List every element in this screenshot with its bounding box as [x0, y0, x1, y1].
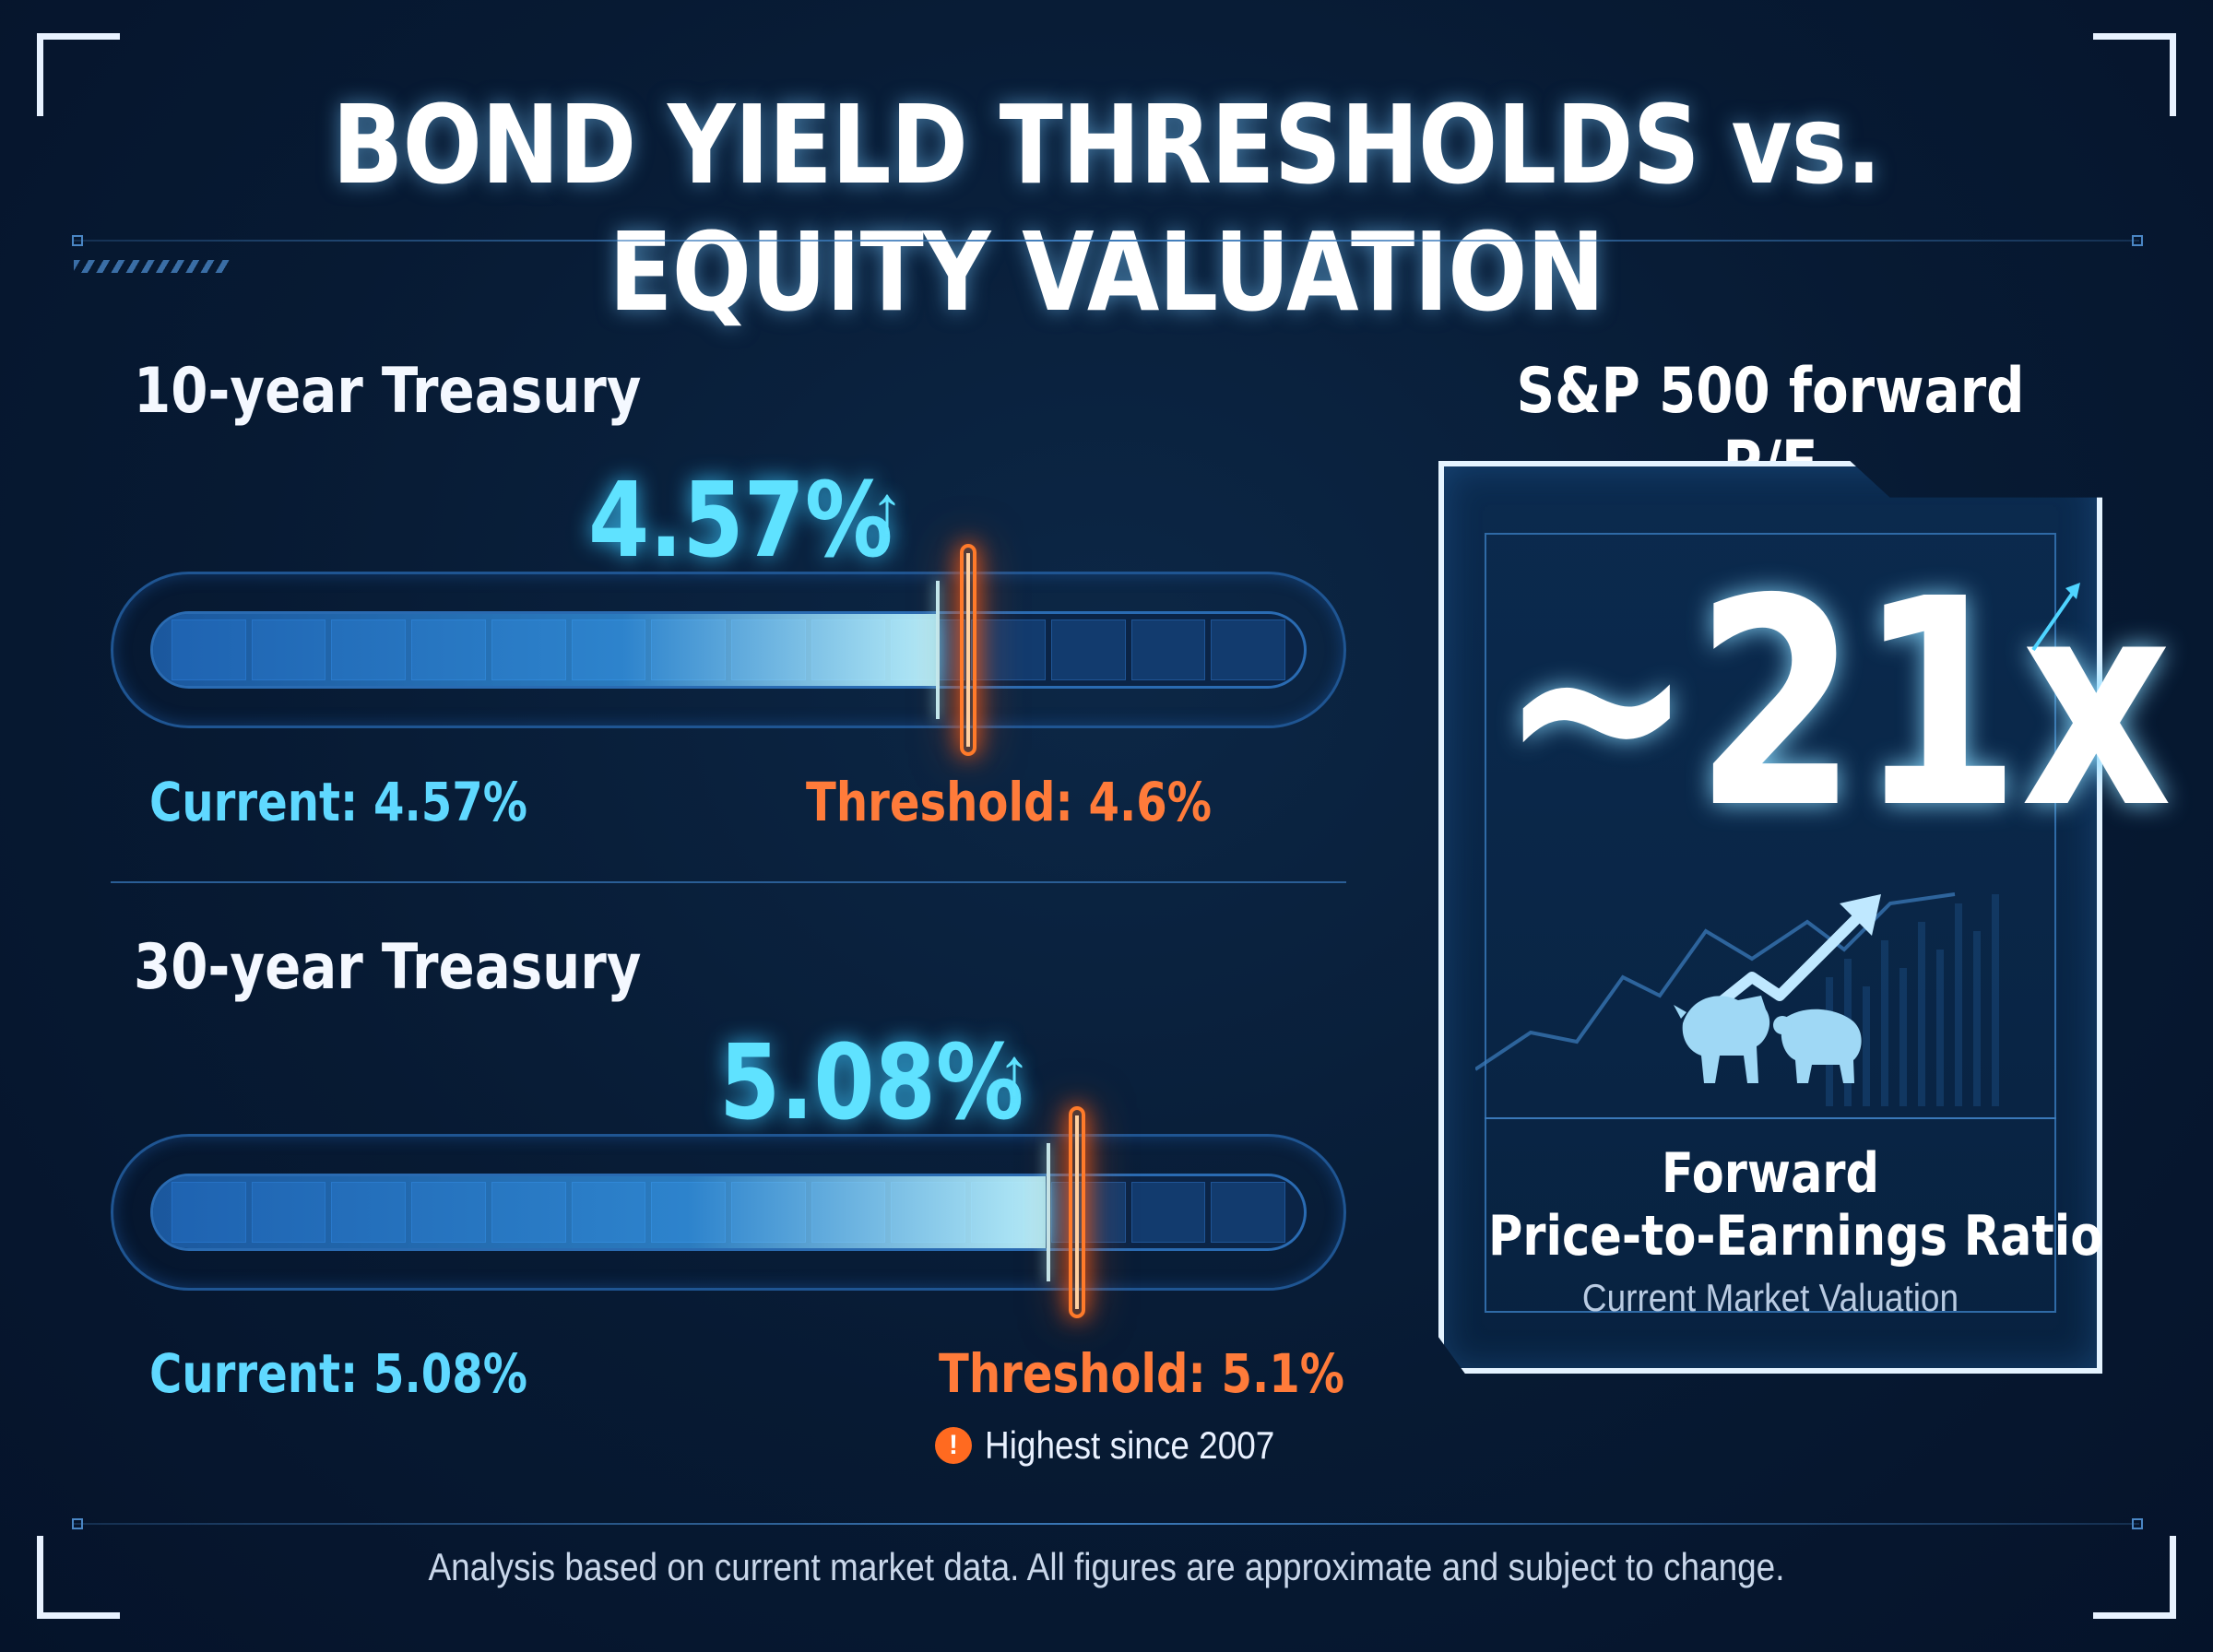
- highest-since-note: ! Highest since 2007: [935, 1423, 1314, 1468]
- thirty-year-threshold-label: Threshold: 5.1%: [939, 1342, 1344, 1405]
- ten-year-threshold-label: Threshold: 4.6%: [806, 771, 1212, 833]
- thirty-year-label: 30-year Treasury: [134, 931, 642, 1004]
- ten-year-threshold-marker: [959, 544, 976, 756]
- divider-end-marker: [2132, 1518, 2143, 1529]
- thirty-year-threshold-marker: [1069, 1106, 1086, 1318]
- frame-corner-top-left: [37, 33, 120, 116]
- thirty-year-up-arrow-icon: ↑: [998, 1035, 1031, 1109]
- pe-value: ~21x: [1497, 538, 2172, 871]
- upward-trend-arrow-icon: [2031, 583, 2080, 652]
- frame-corner-top-right: [2093, 33, 2176, 116]
- divider-end-marker: [72, 235, 83, 246]
- ten-year-up-arrow-icon: ↑: [870, 473, 904, 547]
- divider-end-marker: [2132, 235, 2143, 246]
- warning-icon: !: [935, 1427, 972, 1464]
- pe-title-line1: Forward: [1661, 1141, 1880, 1206]
- footer-divider: [74, 1523, 2139, 1525]
- ten-year-gauge-fill: [153, 614, 936, 686]
- decorative-hatch: [74, 260, 231, 273]
- pe-subtitle: Current Market Valuation: [1581, 1276, 1959, 1319]
- thirty-year-gauge: [111, 1134, 1346, 1291]
- ten-year-value: 4.57%: [588, 461, 893, 581]
- ten-year-gauge: [111, 572, 1346, 728]
- bull-bear-icon: [1674, 996, 1862, 1083]
- footer-disclaimer: Analysis based on current market data. A…: [428, 1545, 1785, 1588]
- pe-title-line2: Price-to-Earnings Ratio: [1488, 1204, 2103, 1268]
- page-title: BOND YIELD THRESHOLDS vs. EQUITY VALUATI…: [332, 81, 1882, 336]
- thirty-year-gauge-fill: [153, 1176, 1046, 1248]
- ten-year-current-label: Current: 4.57%: [149, 771, 528, 833]
- thirty-year-value: 5.08%: [719, 1023, 1024, 1143]
- frame-corner-bottom-right: [2093, 1536, 2176, 1619]
- divider-end-marker: [72, 1518, 83, 1529]
- pe-panel-inner-frame: [1485, 533, 2056, 1313]
- section-divider: [111, 881, 1346, 883]
- thirty-year-current-marker: [1047, 1143, 1051, 1281]
- thirty-year-current-label: Current: 5.08%: [149, 1342, 528, 1405]
- ten-year-label: 10-year Treasury: [134, 355, 642, 428]
- ten-year-current-marker: [935, 581, 940, 719]
- pe-panel-separator: [1485, 1117, 2056, 1119]
- frame-corner-bottom-left: [37, 1536, 120, 1619]
- header-divider: [74, 240, 2139, 242]
- highest-since-text: Highest since 2007: [985, 1423, 1275, 1467]
